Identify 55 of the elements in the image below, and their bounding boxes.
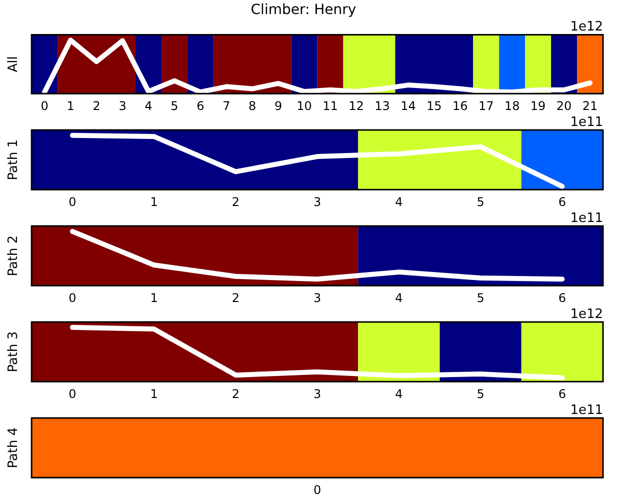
x-tick-label: 1 (150, 290, 158, 305)
x-tick-label: 5 (476, 290, 484, 305)
text: Path 4 (6, 427, 22, 468)
x-tick-label: 19 (530, 98, 546, 113)
x-tick-label: 6 (558, 194, 566, 209)
x-tick-label: 4 (395, 290, 403, 305)
x-tick-label: 5 (170, 98, 178, 113)
x-tick-label: 3 (313, 290, 322, 305)
y-axis-title: Path 1 (6, 139, 22, 180)
y-axis-title: All (6, 56, 22, 72)
chart-title: Climber: Henry (250, 2, 356, 18)
x-tick-label: 0 (68, 386, 76, 401)
x-tick-label: 6 (196, 98, 204, 113)
x-tick-label: 1 (66, 98, 74, 113)
x-tick-label: 11 (322, 98, 338, 113)
x-tick-label: 3 (313, 386, 322, 401)
x-tick-label: 13 (374, 98, 390, 113)
x-tick-label: 6 (558, 290, 566, 305)
x-tick-label: 4 (144, 98, 152, 113)
x-tick-label: 0 (40, 98, 48, 113)
y-axis-title: Path 3 (6, 331, 22, 372)
text: 1e11 (570, 402, 603, 418)
x-tick-label: 6 (558, 386, 566, 401)
x-tick-label: 8 (248, 98, 256, 113)
category-label: 0 (313, 482, 322, 497)
x-tick-label: 16 (452, 98, 468, 113)
y-axis-title: Path 2 (6, 235, 22, 276)
text: 1e11 (570, 114, 603, 130)
x-tick-label: 2 (232, 290, 240, 305)
text: 1e11 (570, 210, 603, 226)
x-tick-label: 9 (274, 98, 282, 113)
x-tick-label: 1 (150, 194, 158, 209)
x-tick-label: 5 (476, 194, 484, 209)
text: 1e12 (570, 20, 603, 35)
x-tick-label: 2 (232, 194, 240, 209)
x-tick-label: 14 (400, 98, 416, 113)
x-tick-label: 21 (582, 98, 598, 113)
x-tick-label: 5 (476, 386, 484, 401)
x-tick-label: 18 (504, 98, 520, 113)
x-tick-label: 1 (150, 386, 158, 401)
x-tick-label: 0 (68, 290, 76, 305)
text: 1e12 (570, 306, 603, 322)
x-tick-label: 10 (296, 98, 312, 113)
x-tick-label: 15 (426, 98, 442, 113)
x-tick-label: 2 (92, 98, 100, 113)
x-tick-label: 3 (118, 98, 126, 113)
x-tick-label: 4 (395, 194, 403, 209)
x-tick-label: 3 (313, 194, 322, 209)
x-tick-label: 4 (395, 386, 403, 401)
x-tick-label: 2 (232, 386, 240, 401)
x-tick-label: 12 (348, 98, 364, 113)
x-tick-label: 7 (222, 98, 230, 113)
x-tick-label: 0 (68, 194, 76, 209)
x-tick-label: 20 (556, 98, 572, 113)
x-tick-label: 17 (478, 98, 494, 113)
